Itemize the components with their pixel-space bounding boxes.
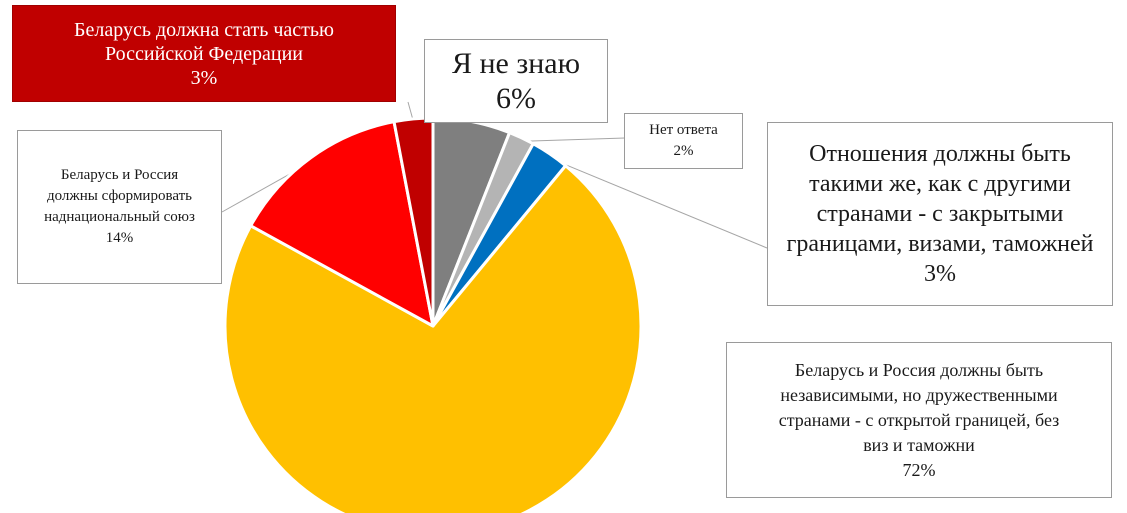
label-percent: 72% [902, 459, 936, 480]
data-label-no-answer: Нет ответа 2% [624, 113, 743, 169]
label-line: Беларусь и Россия должны быть [794, 359, 1044, 380]
pie-slices [223, 116, 643, 513]
label-line: Беларусь и Россия [60, 167, 179, 183]
label-line: странами - с закрытыми [816, 201, 1064, 227]
label-line: Российской Федерации [104, 42, 304, 65]
label-line: Я не знаю [451, 47, 580, 80]
pie-slice [249, 120, 435, 328]
data-label-closed-borders: Отношения должны быть такими же, как с д… [767, 122, 1113, 306]
label-line: независимыми, но дружественными [780, 384, 1058, 405]
label-percent: 3% [190, 66, 218, 89]
leader-line [547, 156, 768, 249]
label-line: странами - с открытой границей, без [778, 409, 1060, 430]
label-percent: 2% [673, 143, 694, 159]
label-line: границами, визами, таможней [786, 231, 1094, 257]
label-percent: 3% [924, 261, 956, 287]
label-percent: 6% [496, 82, 536, 115]
label-line: наднациональный союз [44, 209, 195, 225]
label-line: Отношения должны быть [809, 141, 1071, 167]
pie-slice [223, 164, 643, 513]
leader-line [519, 137, 626, 142]
label-line: Беларусь должна стать частью [74, 18, 334, 41]
data-label-dont-know: Я не знаю 6% [424, 39, 608, 123]
label-line: должны сформировать [46, 188, 193, 204]
data-label-russian-federation: Беларусь должна стать частью Российской … [12, 5, 396, 102]
label-line: Нет ответа [649, 122, 718, 138]
label-percent: 14% [105, 230, 134, 246]
label-line: такими же, как с другими [809, 171, 1071, 197]
data-label-supranational-union: Беларусь и Россия должны сформировать на… [17, 130, 222, 284]
data-label-independent-friendly: Беларусь и Россия должны быть независимы… [726, 342, 1112, 498]
label-line: виз и таможни [863, 434, 975, 455]
